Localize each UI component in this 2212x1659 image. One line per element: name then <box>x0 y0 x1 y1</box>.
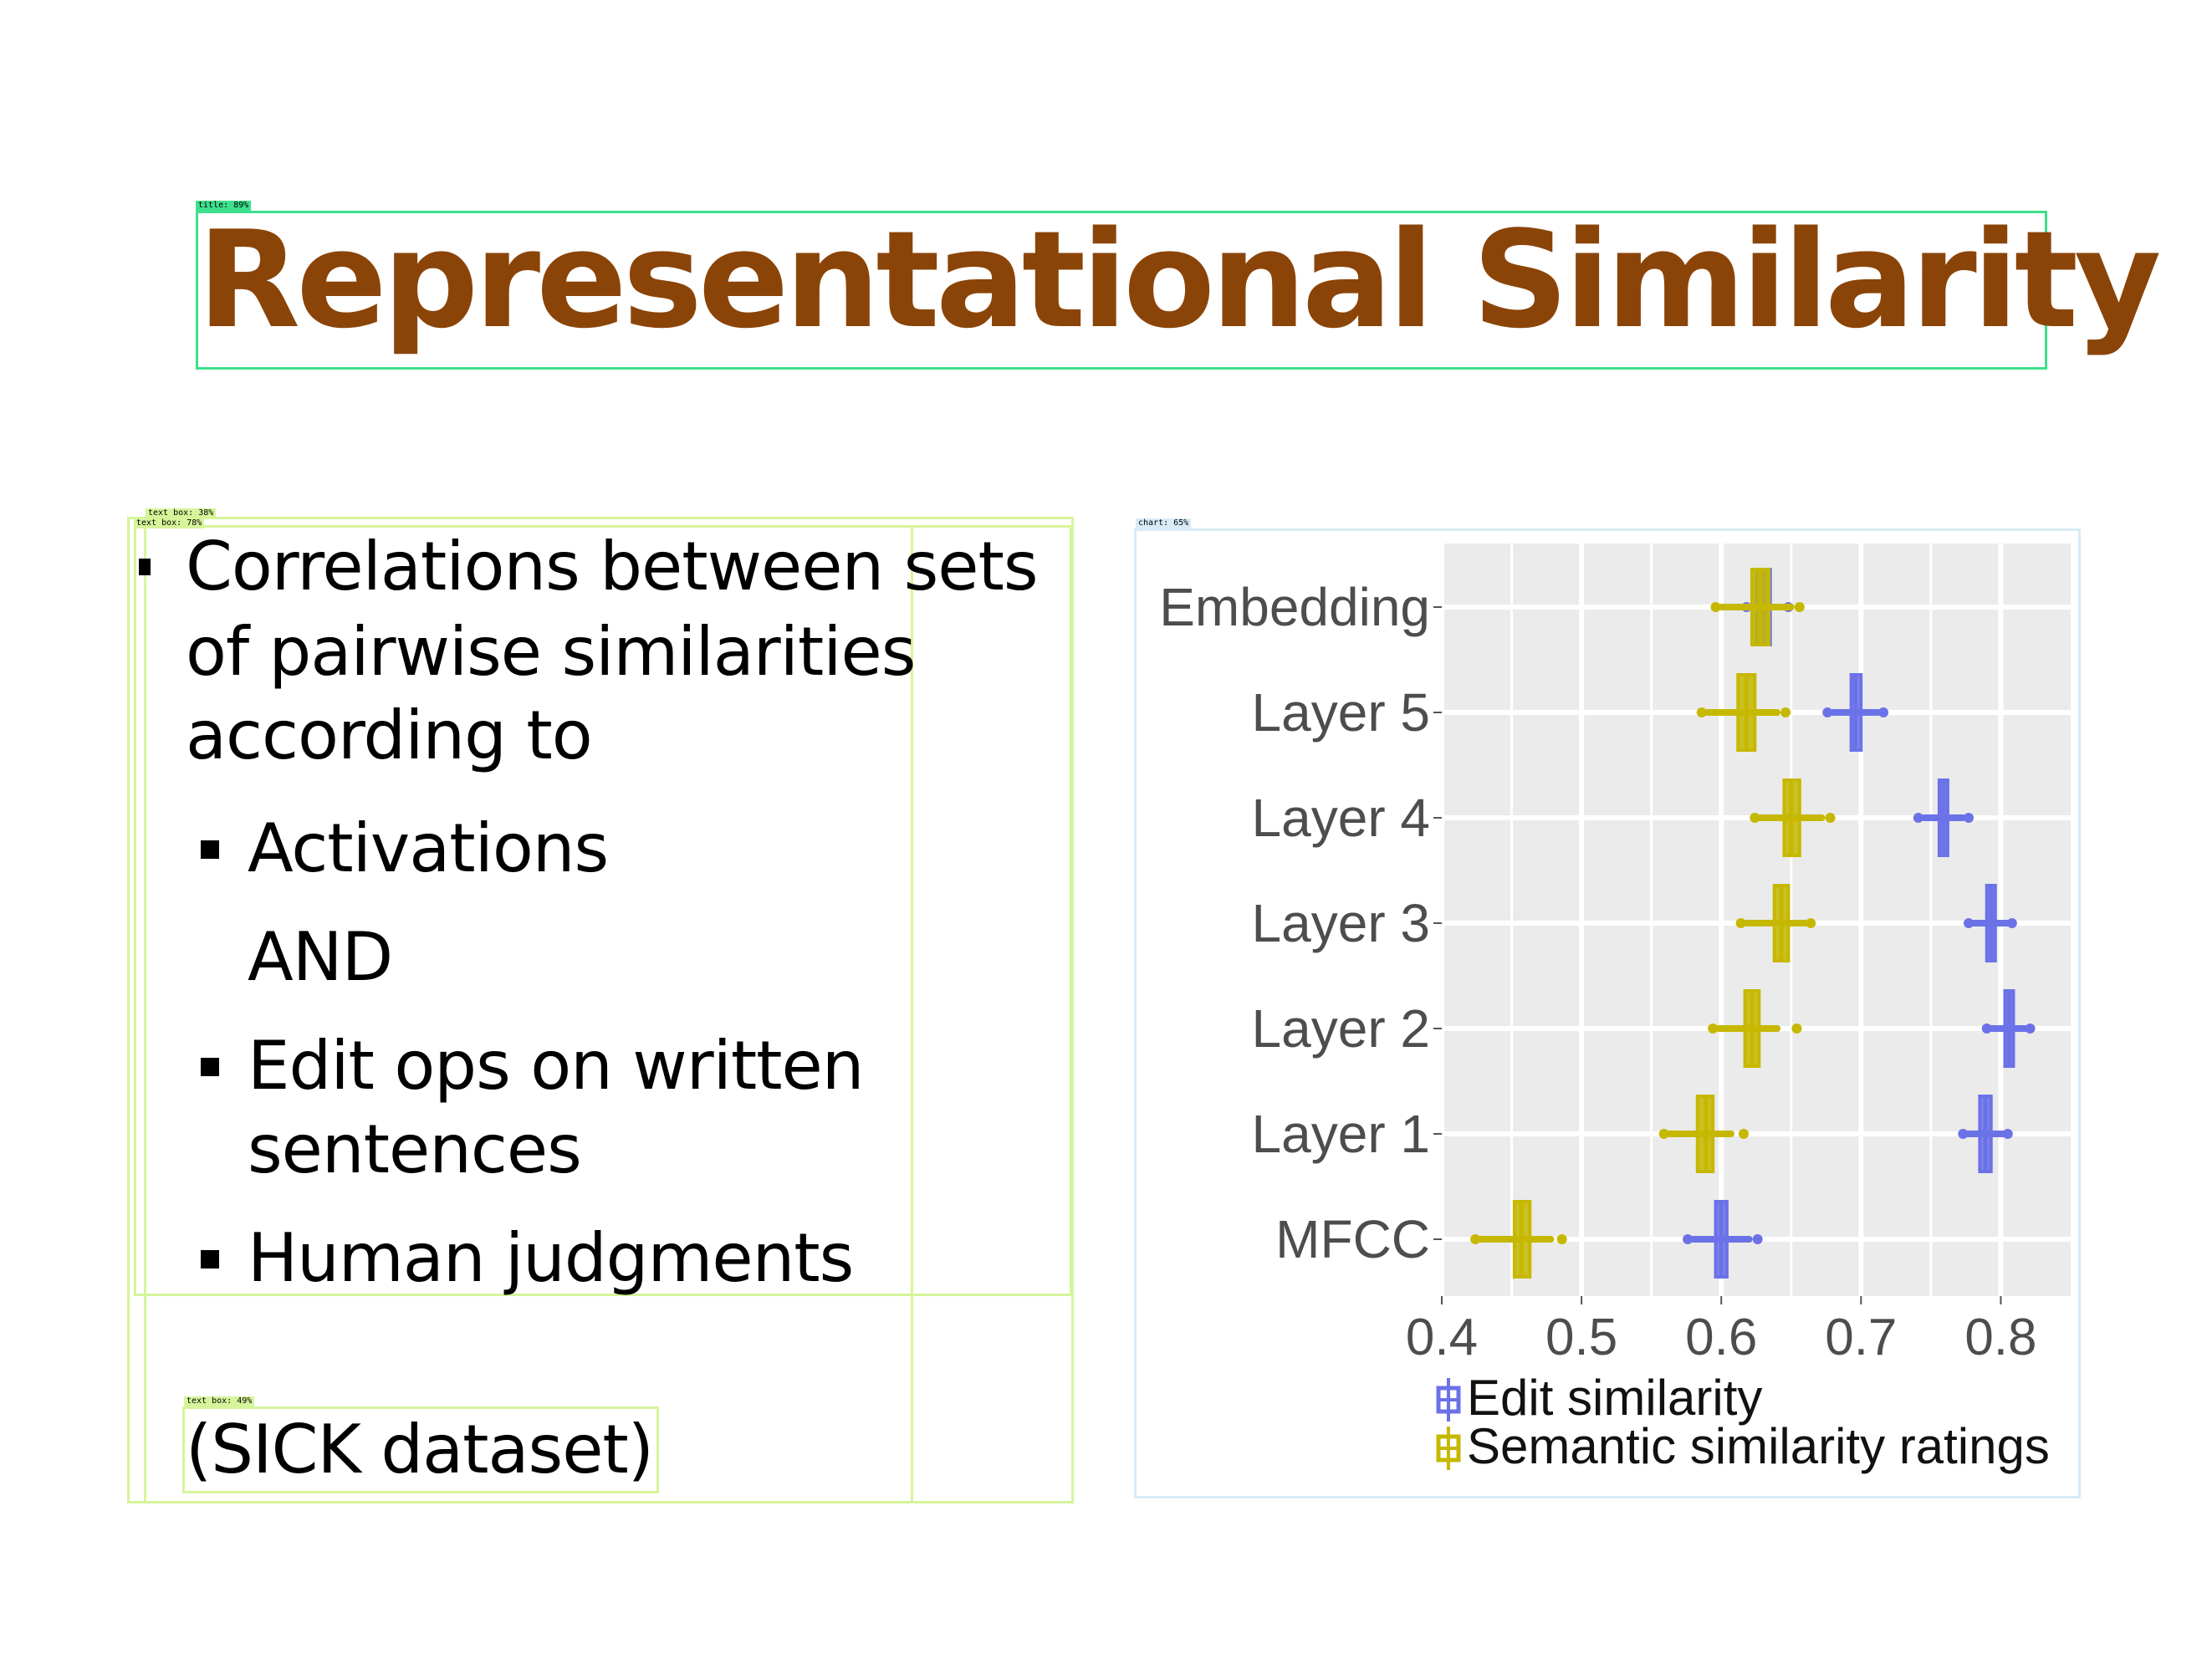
bullet-and: AND <box>248 918 393 996</box>
box-outlier <box>1780 707 1791 717</box>
box-outlier <box>1791 1023 1802 1034</box>
box-outlier <box>1752 1234 1763 1244</box>
text-box-tag-b: text box: 78% <box>134 518 205 528</box>
box-outlier <box>1683 1234 1693 1244</box>
chart-detection-tag: chart: 65% <box>1136 518 1192 528</box>
box-outlier <box>1958 1129 1969 1139</box>
bullet-marker-main <box>139 559 151 575</box>
x-tick-label: 0.5 <box>1545 1309 1617 1366</box>
y-tick-label: MFCC <box>1275 1209 1430 1269</box>
x-tick-label: 0.4 <box>1406 1309 1478 1366</box>
box-outlier <box>2006 918 2017 928</box>
footnote-detection-tag: text box: 49% <box>184 1396 255 1406</box>
bullet-sub1: Activations <box>248 809 609 887</box>
box-outlier <box>1825 813 1836 823</box>
bullet-sub3: Human judgments <box>248 1219 854 1297</box>
text-box-tag-a: text box: 38% <box>146 508 217 518</box>
text-box-column <box>144 525 913 1503</box>
bullet-marker-sub3 <box>201 1250 219 1268</box>
box-outlier <box>1708 1023 1719 1034</box>
bullet-sub2-line2: sentences <box>248 1110 582 1188</box>
box-outlier <box>2002 1129 2013 1139</box>
boxplot-chart: 0.4 0.5 0.6 0.7 0.8 Embedding Layer 5 Layer 4 La… <box>1159 544 2071 1474</box>
bullet-main-line1: Correlations between sets <box>186 528 1039 605</box>
box-outlier <box>1981 1023 1992 1034</box>
chart-detection-box <box>1134 528 2081 1498</box>
y-tick-label: Layer 2 <box>1252 998 1430 1059</box>
box-outlier <box>1470 1234 1481 1244</box>
box-outlier <box>1878 707 1889 717</box>
box-outlier <box>1913 813 1923 823</box>
box-outlier <box>1710 602 1721 612</box>
legend-label: Edit similarity <box>1467 1370 1762 1426</box>
bullet-main-line2: of pairwise similarities <box>186 613 916 691</box>
bullet-marker-sub1 <box>201 840 219 859</box>
y-tick-label: Layer 3 <box>1252 893 1430 953</box>
x-tick-label: 0.8 <box>1964 1309 2036 1366</box>
box-outlier <box>1738 1129 1749 1139</box>
box-outlier <box>1658 1129 1669 1139</box>
x-tick-label: 0.7 <box>1825 1309 1897 1366</box>
box-outlier <box>1794 602 1805 612</box>
footnote-text: (SICK dataset) <box>186 1411 654 1488</box>
box-outlier <box>2025 1023 2036 1034</box>
box-outlier <box>1556 1234 1567 1244</box>
legend-label: Semantic similarity ratings <box>1467 1418 2050 1474</box>
box-outlier <box>1735 918 1746 928</box>
x-tick-label: 0.6 <box>1685 1309 1757 1366</box>
bullet-marker-sub2 <box>201 1058 219 1076</box>
bullet-main-line3: according to <box>186 697 593 774</box>
box-outlier <box>1964 813 1974 823</box>
box-outlier <box>1696 707 1707 717</box>
footnote-detection-box <box>182 1406 659 1493</box>
box-outlier <box>1806 918 1816 928</box>
y-tick-label: Layer 5 <box>1252 682 1430 743</box>
y-tick-label: Embedding <box>1159 577 1430 637</box>
title-detection-box <box>196 211 2047 370</box>
box-outlier <box>1750 813 1760 823</box>
slide-title: Representational Similarity <box>197 202 2161 358</box>
y-tick-label: Layer 4 <box>1252 788 1430 848</box>
box-outlier <box>1822 707 1833 717</box>
y-tick-label: Layer 1 <box>1252 1104 1430 1164</box>
bullet-sub2-line1: Edit ops on written <box>248 1027 864 1105</box>
title-detection-tag: title: 89% <box>196 201 252 211</box>
box-outlier <box>1964 918 1974 928</box>
